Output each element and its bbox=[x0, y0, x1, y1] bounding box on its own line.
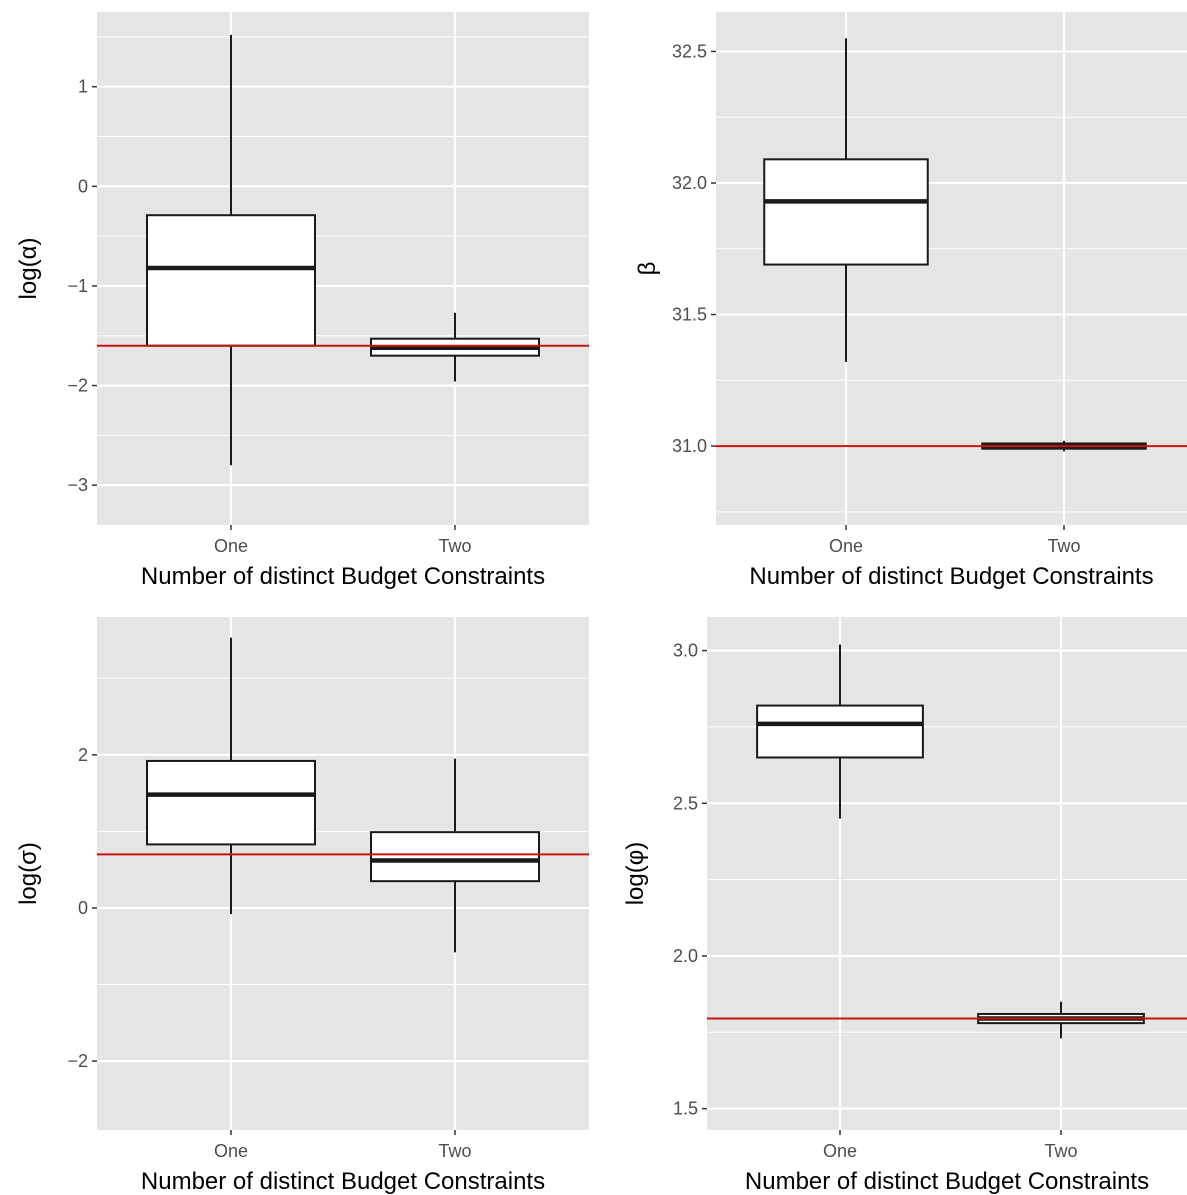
x-axis-title: Number of distinct Budget Constraints bbox=[749, 563, 1153, 590]
y-tick-label: 31.0 bbox=[672, 436, 707, 456]
box-iqr bbox=[763, 158, 929, 266]
chart-panel-4: 1.5 2.0 2.5 3.0 One Two Number of distinct Bud… bbox=[622, 617, 1187, 1195]
y-axis-title: log(φ) bbox=[622, 842, 649, 906]
y-tick-label: 2.0 bbox=[673, 946, 698, 966]
x-tick-label: Two bbox=[1047, 536, 1080, 556]
y-tick-label: 0 bbox=[78, 898, 88, 918]
y-tick-label: 32.0 bbox=[672, 173, 707, 193]
panel-background bbox=[716, 12, 1187, 525]
y-tick-label: 0 bbox=[78, 176, 88, 196]
y-axis-title: log(α) bbox=[15, 238, 42, 300]
chart-panel-3: −2 0 2 One Two Number of distinct Budget Cons… bbox=[15, 617, 589, 1195]
box-one bbox=[763, 38, 929, 362]
x-tick-label: One bbox=[823, 1141, 857, 1161]
chart-panel-2: 31.0 31.5 32.0 32.5 One Two Number of distinct… bbox=[634, 12, 1187, 590]
box-one bbox=[146, 637, 316, 915]
y-axis-title: β bbox=[634, 262, 661, 276]
panel-background bbox=[707, 617, 1187, 1130]
x-axis-title: Number of distinct Budget Constraints bbox=[745, 1168, 1149, 1195]
x-tick-label: One bbox=[829, 536, 863, 556]
x-tick-label: Two bbox=[438, 1141, 471, 1161]
y-tick-label: 1.5 bbox=[673, 1099, 698, 1119]
box-one bbox=[146, 34, 316, 466]
box-iqr bbox=[370, 831, 540, 883]
y-tick-label: −2 bbox=[67, 1051, 88, 1071]
y-tick-label: −1 bbox=[67, 276, 88, 296]
box-iqr bbox=[756, 704, 924, 759]
y-axis-title: log(σ) bbox=[15, 842, 42, 905]
x-tick-label: One bbox=[214, 536, 248, 556]
chart-panel-1: −3 −2 −1 0 1 One Two Number of distinct Budget … bbox=[15, 12, 589, 590]
y-tick-label: −3 bbox=[67, 475, 88, 495]
x-tick-label: Two bbox=[1044, 1141, 1077, 1161]
y-tick-label: 32.5 bbox=[672, 41, 707, 61]
box-iqr bbox=[146, 759, 316, 846]
x-axis-title: Number of distinct Budget Constraints bbox=[141, 563, 545, 590]
box-one bbox=[756, 644, 924, 819]
y-tick-label: 1 bbox=[78, 77, 88, 97]
y-tick-label: 31.5 bbox=[672, 305, 707, 325]
y-tick-label: −2 bbox=[67, 376, 88, 396]
x-tick-label: One bbox=[214, 1141, 248, 1161]
box-two bbox=[370, 312, 540, 382]
x-axis-title: Number of distinct Budget Constraints bbox=[141, 1168, 545, 1195]
box-two bbox=[370, 758, 540, 953]
x-tick-label: Two bbox=[438, 536, 471, 556]
box-iqr bbox=[146, 214, 316, 347]
y-tick-label: 2 bbox=[78, 745, 88, 765]
y-tick-label: 3.0 bbox=[673, 641, 698, 661]
y-tick-label: 2.5 bbox=[673, 793, 698, 813]
